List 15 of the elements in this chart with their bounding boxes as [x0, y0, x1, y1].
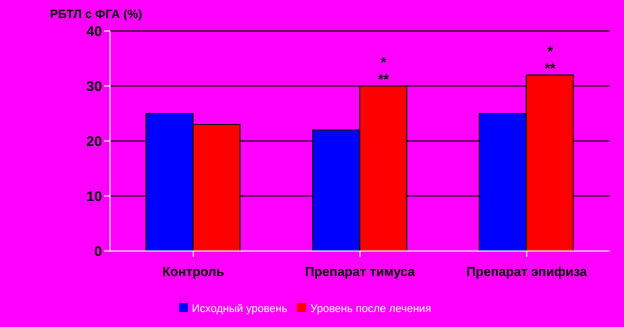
annotation: *	[380, 54, 387, 70]
y-tick-label: 10	[86, 188, 102, 204]
y-tick-label: 0	[94, 242, 102, 259]
x-tick-label: Препарат эпифиза	[466, 264, 588, 280]
legend-label: Исходный уровень	[192, 303, 288, 315]
annotation: **	[378, 71, 390, 87]
x-tick-label: Контроль	[162, 264, 224, 280]
x-tick-label: Препарат тимуса	[304, 264, 416, 280]
y-tick-label: 40	[86, 22, 102, 39]
legend-label: Уровень после лечения	[310, 303, 432, 315]
y-tick-label: 30	[86, 78, 102, 94]
y-tick-label: 20	[86, 132, 102, 149]
annotation: **	[544, 60, 556, 76]
y-axis-title: РБТЛ с ФГА (%)	[50, 7, 142, 21]
annotation: *	[547, 43, 554, 59]
